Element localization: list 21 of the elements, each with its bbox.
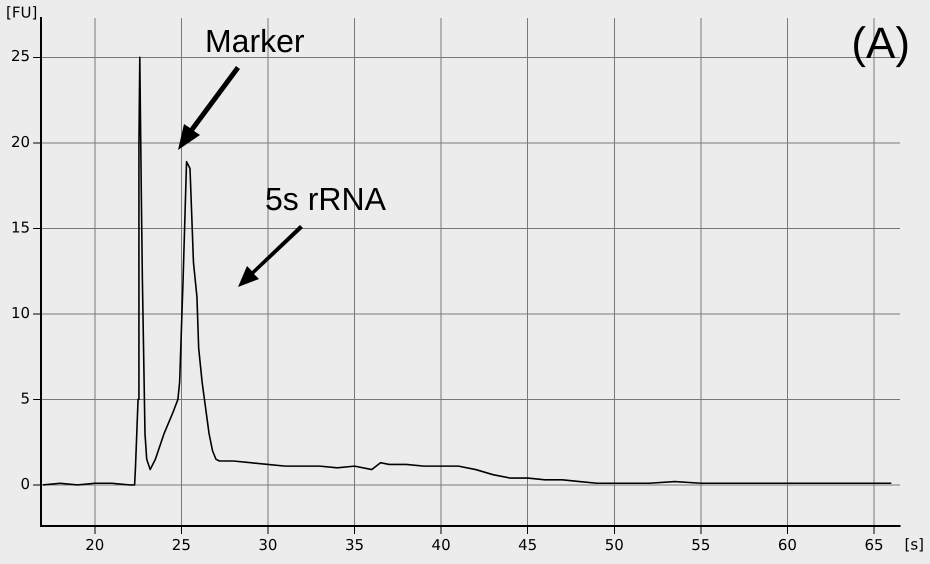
x-tick-label: 25 <box>172 536 191 554</box>
annotation: (A) <box>851 19 910 68</box>
y-tick-label: 25 <box>10 47 30 66</box>
x-axis-title: [s] <box>904 535 924 554</box>
x-tick-label: 50 <box>604 536 624 554</box>
x-tick-label: 55 <box>691 536 710 554</box>
x-tick-label: 60 <box>778 536 797 554</box>
annotation: Marker <box>205 23 305 59</box>
y-tick-label: 0 <box>20 474 30 493</box>
y-tick-label: 15 <box>10 218 30 236</box>
x-tick-label: 30 <box>258 536 278 554</box>
y-tick-label: 20 <box>10 132 30 151</box>
annotation: 5s rRNA <box>265 181 386 217</box>
x-tick-label: 35 <box>344 536 364 554</box>
x-tick-label: 40 <box>432 536 451 554</box>
y-tick-label: 10 <box>10 304 30 322</box>
x-tick-label: 45 <box>518 536 538 554</box>
x-tick-label: 20 <box>85 536 104 554</box>
y-axis-title: [FU] <box>6 3 38 22</box>
y-tick-label: 5 <box>20 389 30 408</box>
x-tick-label: 65 <box>864 536 884 554</box>
